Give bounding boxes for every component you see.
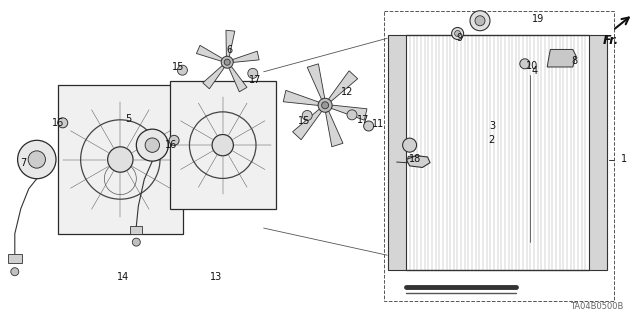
Text: 19: 19 [531, 13, 544, 24]
Polygon shape [589, 35, 607, 270]
Polygon shape [406, 156, 430, 167]
Text: 13: 13 [210, 272, 223, 282]
Text: 15: 15 [298, 115, 310, 126]
Circle shape [28, 151, 45, 168]
Text: 1: 1 [621, 154, 627, 165]
Circle shape [302, 110, 312, 121]
Circle shape [177, 65, 188, 75]
Text: 15: 15 [172, 62, 184, 72]
Circle shape [169, 135, 179, 145]
Circle shape [224, 59, 230, 65]
Circle shape [17, 140, 56, 179]
Text: 4: 4 [531, 66, 538, 76]
Circle shape [322, 102, 328, 109]
Polygon shape [196, 45, 223, 61]
Circle shape [347, 110, 357, 120]
Bar [131, 226, 142, 234]
Text: 6: 6 [226, 45, 232, 56]
Circle shape [145, 138, 159, 152]
Text: 17: 17 [357, 115, 370, 125]
Circle shape [58, 118, 68, 128]
Text: 12: 12 [341, 87, 354, 97]
Text: 5: 5 [125, 114, 131, 124]
Polygon shape [407, 156, 422, 164]
Polygon shape [328, 71, 358, 101]
Text: 10: 10 [526, 61, 539, 71]
Circle shape [318, 98, 332, 112]
Text: 8: 8 [572, 56, 578, 66]
Circle shape [364, 121, 374, 131]
Text: 17: 17 [248, 75, 261, 85]
Bar [384, 11, 614, 301]
Text: 9: 9 [456, 33, 463, 43]
Circle shape [212, 135, 234, 156]
Circle shape [248, 68, 258, 78]
Polygon shape [326, 111, 343, 147]
Circle shape [221, 56, 233, 68]
Polygon shape [203, 66, 225, 89]
Text: 16: 16 [51, 118, 64, 128]
Polygon shape [232, 51, 259, 63]
Polygon shape [170, 81, 275, 209]
Text: 7: 7 [20, 158, 26, 168]
Circle shape [132, 238, 140, 246]
Text: 18: 18 [408, 154, 421, 164]
Polygon shape [547, 49, 576, 67]
Circle shape [452, 27, 463, 40]
Circle shape [470, 11, 490, 31]
Circle shape [136, 129, 168, 161]
Text: 3: 3 [490, 121, 496, 131]
Text: Fr.: Fr. [603, 34, 619, 47]
Polygon shape [292, 109, 322, 140]
Circle shape [108, 147, 133, 172]
Circle shape [403, 138, 417, 152]
Circle shape [11, 268, 19, 276]
Polygon shape [284, 90, 319, 105]
Polygon shape [229, 66, 247, 92]
Text: 11: 11 [371, 119, 384, 130]
Polygon shape [307, 64, 324, 99]
Text: TA04B0500B: TA04B0500B [570, 302, 623, 311]
Circle shape [454, 31, 461, 36]
Polygon shape [388, 35, 406, 270]
Polygon shape [226, 30, 235, 56]
Text: 14: 14 [117, 272, 130, 282]
Circle shape [520, 59, 530, 69]
Polygon shape [332, 105, 367, 120]
Polygon shape [58, 85, 183, 234]
Bar [8, 254, 22, 263]
Text: 2: 2 [488, 135, 494, 145]
Text: 16: 16 [165, 140, 178, 150]
Circle shape [475, 16, 485, 26]
